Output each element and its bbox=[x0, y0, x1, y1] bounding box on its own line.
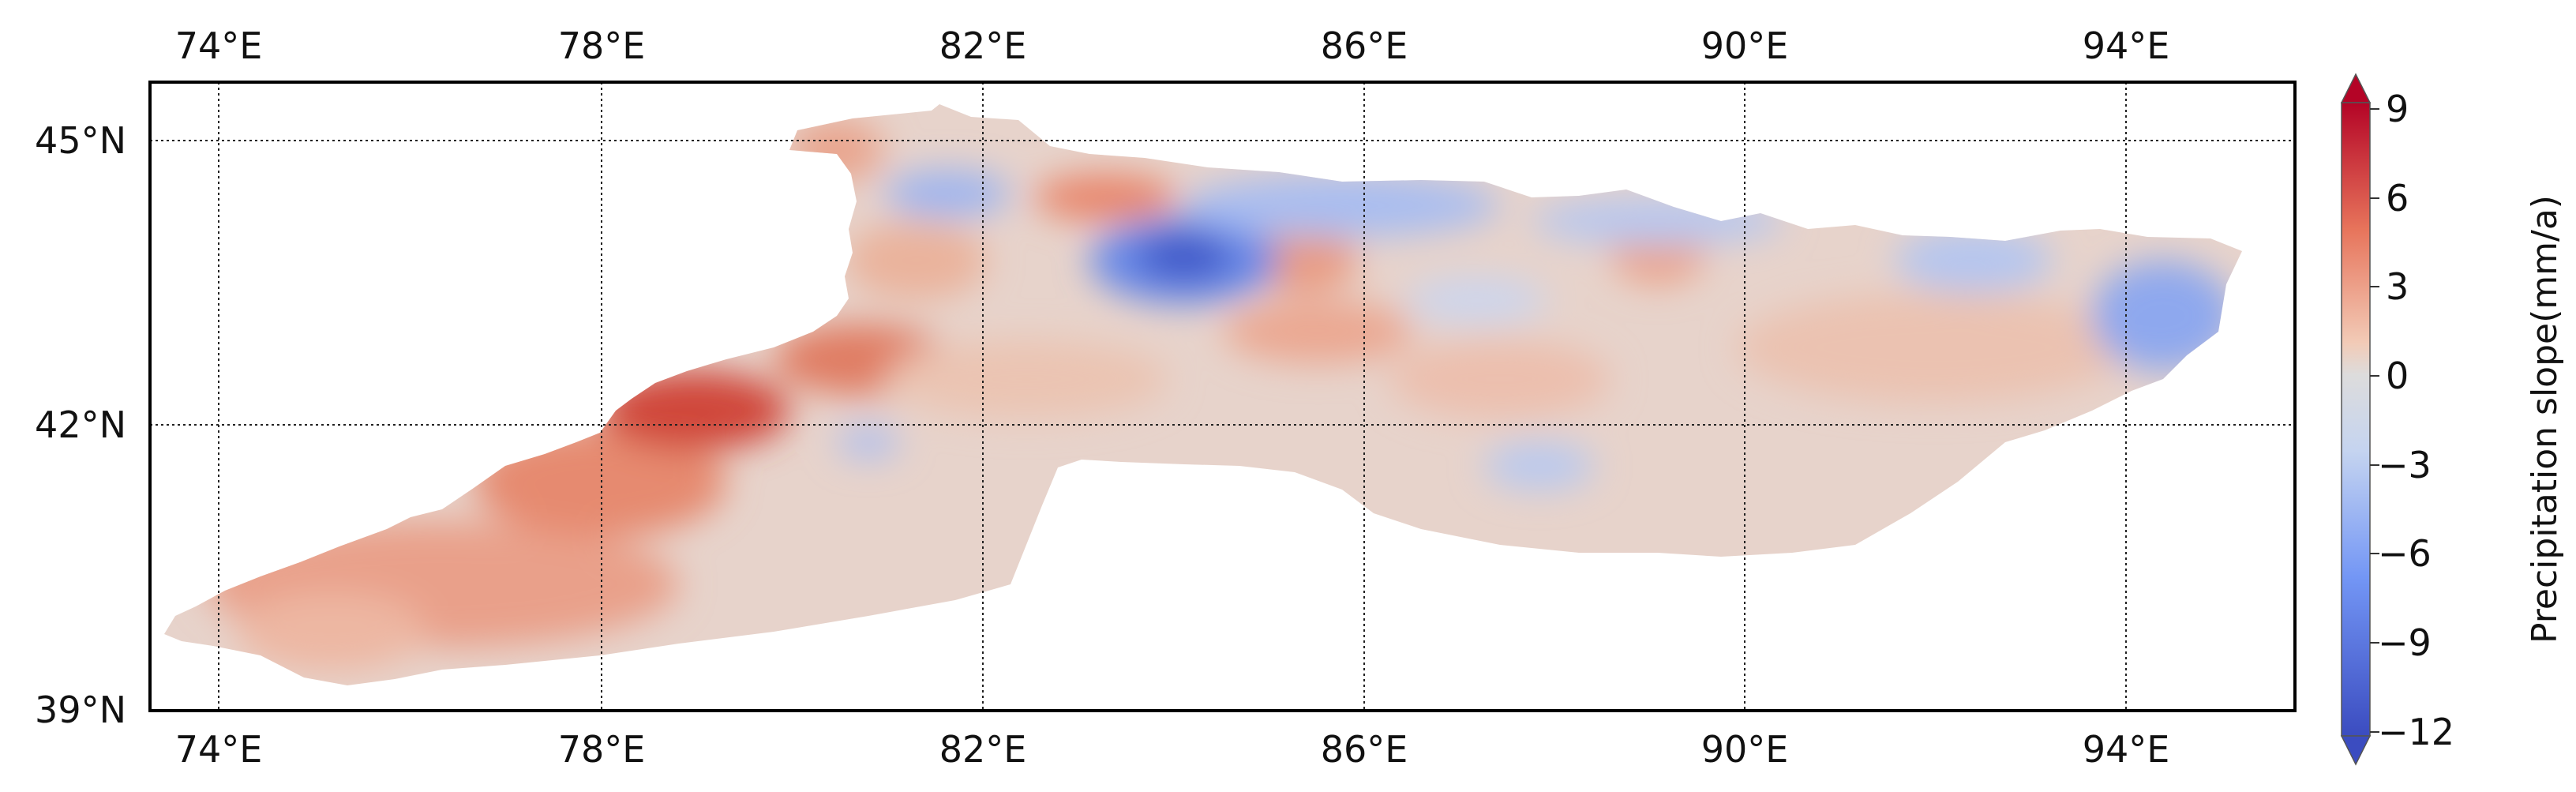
lat-label: 42°N bbox=[35, 404, 126, 446]
colorbar-tick-label: −6 bbox=[2378, 532, 2432, 575]
colorbar-title: Precipitation slope(mm/a) bbox=[2525, 195, 2565, 644]
top-lon-label: 90°E bbox=[1701, 24, 1789, 67]
lat-label: 45°N bbox=[35, 119, 126, 162]
gridlines bbox=[150, 82, 2295, 711]
lat-label: 39°N bbox=[35, 689, 126, 731]
bottom-lon-label: 74°E bbox=[175, 728, 263, 771]
bottom-lon-label: 90°E bbox=[1701, 728, 1789, 771]
top-lon-label: 86°E bbox=[1321, 24, 1408, 67]
colorbar-tick-label: −9 bbox=[2378, 621, 2432, 664]
top-lon-label: 74°E bbox=[175, 24, 263, 67]
colorbar-min-extend bbox=[2340, 735, 2372, 766]
colorbar-tick-label: 6 bbox=[2386, 177, 2409, 220]
top-lon-label: 78°E bbox=[558, 24, 646, 67]
bottom-lon-label: 86°E bbox=[1321, 728, 1408, 771]
top-lon-label: 82°E bbox=[939, 24, 1027, 67]
colorbar-tick-label: −12 bbox=[2378, 711, 2454, 753]
colorbar-max-extend bbox=[2340, 73, 2372, 103]
bottom-lon-label: 78°E bbox=[558, 728, 646, 771]
colorbar-tick-label: 9 bbox=[2386, 88, 2409, 130]
colorbar-gradient bbox=[2341, 102, 2371, 737]
top-longitude-labels: 74°E 78°E 82°E 86°E 90°E 94°E bbox=[175, 24, 2170, 67]
colorbar-tick-label: −3 bbox=[2378, 444, 2432, 486]
map-border bbox=[148, 81, 2297, 712]
colorbar-tick-label: 0 bbox=[2386, 355, 2409, 397]
colorbar-tick-label: 3 bbox=[2386, 265, 2409, 308]
colorbar: 9 6 3 0 −3 −6 −9 −12 Precipitation slope… bbox=[2340, 73, 2565, 766]
bottom-lon-label: 94°E bbox=[2083, 728, 2170, 771]
bottom-longitude-labels: 74°E 78°E 82°E 86°E 90°E 94°E bbox=[175, 728, 2170, 771]
latitude-labels: 45°N 42°N 39°N bbox=[35, 119, 126, 731]
bottom-lon-label: 82°E bbox=[939, 728, 1027, 771]
top-lon-label: 94°E bbox=[2083, 24, 2170, 67]
